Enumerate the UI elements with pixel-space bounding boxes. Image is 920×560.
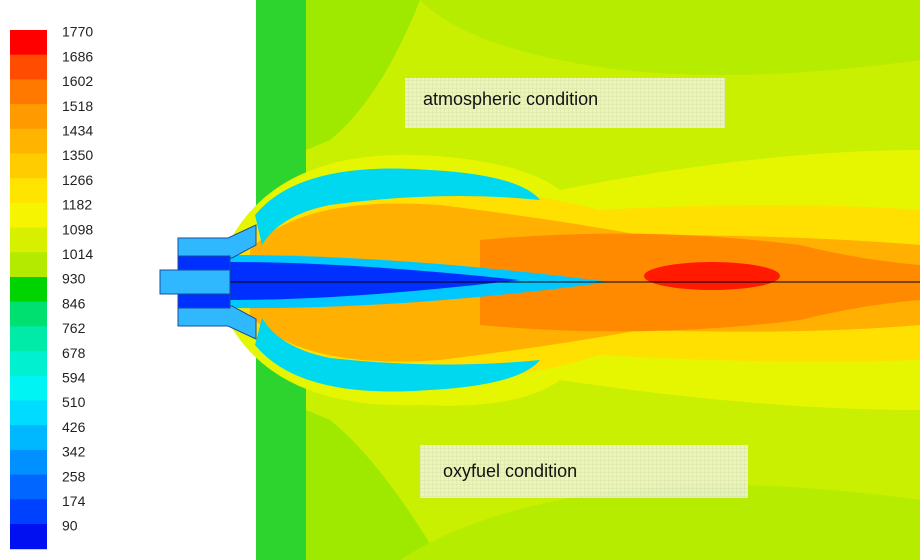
colorbar-label: 930 xyxy=(62,271,86,287)
colorbar-swatch xyxy=(10,228,47,253)
colorbar-label: 510 xyxy=(62,394,86,410)
colorbar-swatch xyxy=(10,425,47,450)
colorbar-label: 258 xyxy=(62,468,86,484)
colorbar-swatch xyxy=(10,30,47,55)
colorbar-label: 1518 xyxy=(62,98,93,114)
colorbar-swatch xyxy=(10,178,47,203)
colorbar-label: 762 xyxy=(62,320,86,336)
colorbar-swatch xyxy=(10,499,47,524)
annotation: atmospheric condition xyxy=(423,89,598,109)
colorbar-swatch xyxy=(10,55,47,80)
colorbar: 1770 1686 1602 1518 1434 1350 1266 1182 1098 1014… xyxy=(10,24,93,549)
colorbar-swatch xyxy=(10,376,47,401)
colorbar-label: 1266 xyxy=(62,172,93,188)
colorbar-label: 1686 xyxy=(62,48,93,64)
colorbar-label: 1182 xyxy=(62,197,92,213)
colorbar-swatch xyxy=(10,154,47,179)
colorbar-swatch xyxy=(10,79,47,104)
colorbar-swatch xyxy=(10,203,47,228)
colorbar-swatch xyxy=(10,129,47,154)
colorbar-swatch xyxy=(10,450,47,475)
colorbar-swatch xyxy=(10,475,47,500)
colorbar-label: 846 xyxy=(62,295,86,311)
colorbar-label: 1602 xyxy=(62,73,93,89)
figure: atmospheric condition oxyfuel condition … xyxy=(0,0,920,560)
colorbar-label: 1098 xyxy=(62,221,93,237)
colorbar-label: 426 xyxy=(62,419,86,435)
colorbar-swatch xyxy=(10,524,47,549)
colorbar-label: 1014 xyxy=(62,246,93,262)
colorbar-swatch xyxy=(10,401,47,426)
colorbar-swatch xyxy=(10,252,47,277)
colorbar-label: 1434 xyxy=(62,123,93,139)
annotation: oxyfuel condition xyxy=(443,461,577,481)
colorbar-label: 594 xyxy=(62,370,86,386)
colorbar-label: 678 xyxy=(62,345,86,361)
colorbar-swatch xyxy=(10,302,47,327)
colorbar-swatch xyxy=(10,277,47,302)
page: atmospheric condition oxyfuel condition … xyxy=(0,0,920,560)
colorbar-label: 1350 xyxy=(62,147,93,163)
colorbar-label: 1770 xyxy=(62,24,93,40)
colorbar-swatch xyxy=(10,104,47,129)
colorbar-swatch xyxy=(10,326,47,351)
colorbar-swatch xyxy=(10,351,47,376)
colorbar-label: 342 xyxy=(62,444,86,460)
colorbar-label: 90 xyxy=(62,518,78,534)
colorbar-label: 174 xyxy=(62,493,86,509)
